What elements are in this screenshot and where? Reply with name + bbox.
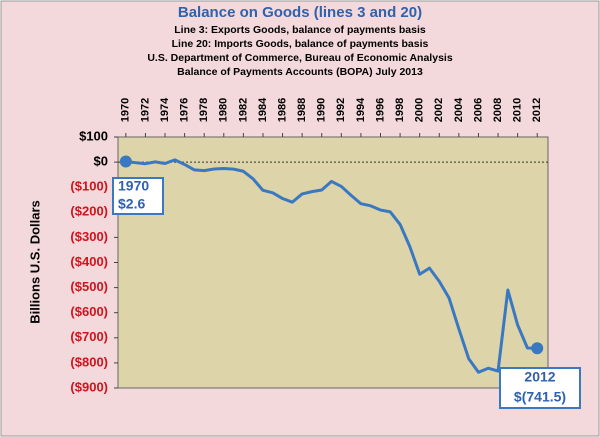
- plot-area: [117, 136, 549, 389]
- y-axis-label: Billions U.S. Dollars: [27, 200, 42, 324]
- annotation-box: [112, 177, 164, 215]
- x-tick-label: 2002: [433, 98, 445, 122]
- x-tick-label: 1994: [355, 97, 367, 122]
- end-point: [531, 342, 544, 355]
- x-tick-label: 1996: [374, 98, 386, 122]
- x-tick-label: 2000: [414, 98, 426, 122]
- y-tick-label: ($600): [70, 304, 108, 319]
- x-tick-label: 2010: [512, 98, 524, 122]
- x-tick-label: 2008: [492, 98, 504, 122]
- y-tick-label: ($500): [70, 279, 108, 294]
- y-tick-label: ($100): [70, 179, 108, 194]
- subtitle: U.S. Department of Commerce, Bureau of E…: [147, 52, 453, 64]
- x-tick-label: 1990: [316, 98, 328, 122]
- x-tick-label: 2006: [472, 98, 484, 122]
- chart-title: Balance on Goods (lines 3 and 20): [178, 4, 422, 21]
- x-tick-label: 1982: [237, 98, 249, 122]
- subtitle: Line 20: Imports Goods, balance of payme…: [172, 38, 429, 50]
- y-tick-label: $100: [79, 128, 108, 143]
- y-tick-label: ($900): [70, 379, 108, 394]
- x-tick-label: 2012: [531, 98, 543, 122]
- x-tick-label: 1970: [120, 98, 132, 122]
- annotation-text: $(741.5): [514, 389, 566, 405]
- annotation-text: $2.6: [118, 196, 145, 212]
- x-tick-label: 1998: [394, 98, 406, 122]
- y-tick-label: $0: [94, 154, 108, 169]
- x-tick-label: 2004: [453, 97, 465, 122]
- data-line: [125, 158, 538, 374]
- annotation-box: [499, 367, 581, 409]
- x-tick-label: 1976: [179, 98, 191, 122]
- annotation-text: 1970: [118, 178, 149, 194]
- y-tick-label: ($700): [70, 329, 108, 344]
- y-tick-label: ($300): [70, 229, 108, 244]
- x-tick-label: 1986: [276, 98, 288, 122]
- x-tick-label: 1972: [139, 98, 151, 122]
- y-tick-label: ($400): [70, 254, 108, 269]
- y-tick-label: ($200): [70, 204, 108, 219]
- end-point: [119, 155, 132, 168]
- x-tick-label: 1992: [335, 98, 347, 122]
- x-tick-label: 1974: [159, 97, 171, 122]
- x-tick-label: 1978: [198, 98, 210, 122]
- x-tick-label: 1980: [218, 98, 230, 122]
- subtitle: Balance of Payments Accounts (BOPA) July…: [177, 66, 423, 78]
- x-tick-label: 1984: [257, 97, 269, 122]
- y-tick-label: ($800): [70, 354, 108, 369]
- x-tick-label: 1988: [296, 98, 308, 122]
- annotation-text: 2012: [524, 369, 555, 385]
- subtitle: Line 3: Exports Goods, balance of paymen…: [174, 24, 426, 36]
